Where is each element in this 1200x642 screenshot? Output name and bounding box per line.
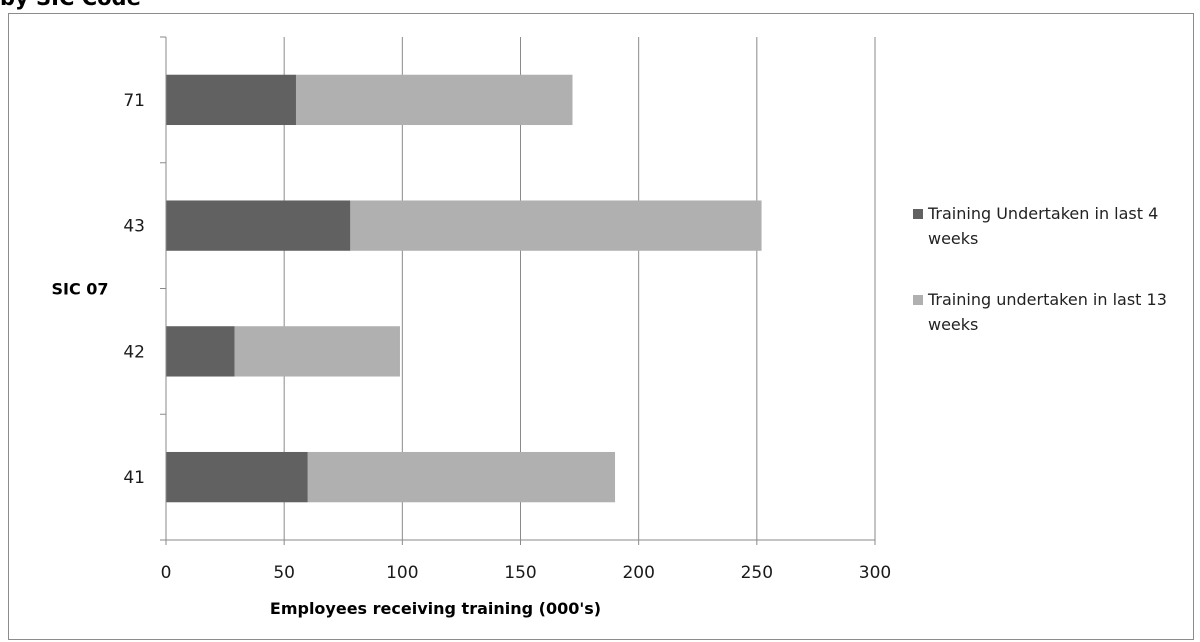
- legend: Training Undertaken in last 4 weeks Trai…: [913, 201, 1183, 373]
- legend-swatch-icon: [913, 209, 923, 219]
- legend-label: Training undertaken in last 13 weeks: [928, 290, 1167, 334]
- bar-71-series-0: [166, 74, 296, 126]
- bar-43-series-0: [166, 200, 351, 251]
- chart-title: by SIC Code: [0, 0, 141, 10]
- y-tick-labels: 41 42 43 71: [123, 91, 145, 488]
- x-tick-label: 0: [161, 563, 172, 583]
- x-tick-label: 300: [859, 563, 891, 583]
- axes: [160, 36, 876, 545]
- bar-41-series-1: [307, 451, 616, 503]
- bar-71-series-1: [295, 74, 573, 126]
- y-tick-label: 42: [123, 342, 145, 362]
- x-tick-label: 100: [386, 563, 418, 583]
- x-tick-label: 150: [504, 563, 536, 583]
- y-axis-title: SIC 07: [51, 280, 108, 299]
- bar-43-series-1: [350, 200, 762, 251]
- legend-label: Training Undertaken in last 4 weeks: [928, 204, 1159, 248]
- legend-swatch-icon: [913, 295, 923, 305]
- bar-41-series-0: [166, 451, 308, 503]
- x-tick-labels: 0 50 100 150 200 250 300: [161, 563, 892, 583]
- x-tick-label: 50: [273, 563, 295, 583]
- chart-frame: [8, 13, 1194, 640]
- bars: [166, 74, 762, 503]
- legend-item-13-weeks: Training undertaken in last 13 weeks: [913, 287, 1183, 337]
- legend-item-4-weeks: Training Undertaken in last 4 weeks: [913, 201, 1183, 251]
- y-tick-label: 71: [123, 91, 145, 111]
- x-tick-label: 200: [622, 563, 654, 583]
- bar-42-series-0: [166, 326, 235, 377]
- x-axis-title: Employees receiving training (000's): [270, 599, 601, 618]
- x-tick-label: 250: [741, 563, 773, 583]
- y-tick-label: 41: [123, 468, 145, 488]
- y-tick-label: 43: [123, 217, 145, 237]
- bar-42-series-1: [234, 326, 400, 377]
